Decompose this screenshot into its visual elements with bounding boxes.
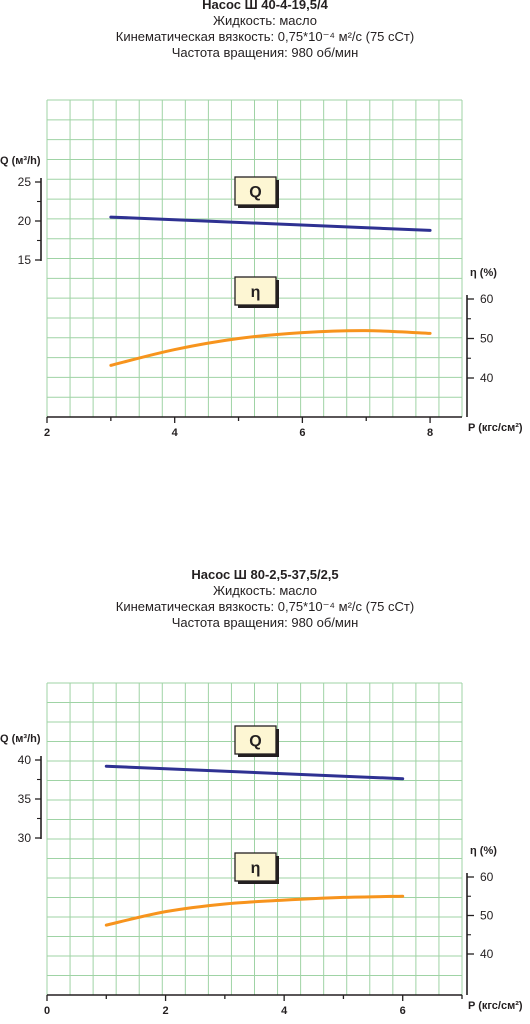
chart-2-legend-q-shadow — [276, 729, 279, 757]
chart-1-x-tick-label: 8 — [427, 427, 433, 439]
chart-1-viscosity: Кинематическая вязкость: 0,75*10⁻⁴ м²/с … — [115, 29, 415, 44]
chart-2-left-tick-label: 30 — [18, 831, 32, 845]
chart-1-left-tick-label: 15 — [18, 253, 32, 267]
chart-2-fluid: Жидкость: масло — [213, 583, 317, 598]
chart-1-left-tick-label: 20 — [18, 214, 32, 228]
chart-1-legend-q-label: Q — [249, 184, 261, 201]
chart-1-titles: Насос Ш 40-4-19,5/4 Жидкость: масло Кине… — [0, 0, 530, 61]
chart-1-svg: 2 4 6 8 P (кгс/см²) 15 20 25 Q (м³/h) 40 50 60 η (%)… — [0, 99, 523, 439]
chart-1-right-tick-label: 50 — [480, 332, 494, 346]
chart-2-x-tick-label: 6 — [400, 1005, 406, 1017]
chart-2-left-tick-label: 40 — [18, 753, 32, 767]
chart-1-legend-eta-shadow — [276, 280, 279, 308]
chart-2-legend-q-label: Q — [249, 733, 261, 750]
chart-2-legend-eta-label: η — [251, 860, 261, 877]
chart-2-right-axis-label: η (%) — [470, 845, 497, 857]
chart-1-left-axis-label: Q (м³/h) — [0, 155, 41, 167]
chart-2-speed: Частота вращения: 980 об/мин — [171, 615, 359, 630]
chart-2-titles: Насос Ш 80-2,5-37,5/2,5 Жидкость: масло … — [0, 567, 530, 631]
chart-1-legend-eta-label: η — [251, 284, 261, 301]
chart-1-right-tick-label: 40 — [480, 371, 494, 385]
chart-2-left-axis-label: Q (м³/h) — [0, 733, 41, 745]
chart-1-left-tick-label: 25 — [18, 175, 32, 189]
chart-1-legend-q-box — [234, 176, 277, 206]
chart-1-legend-eta-shadow-bottom — [238, 305, 279, 308]
chart-2-right-tick-label: 40 — [480, 947, 494, 961]
chart-1-speed: Частота вращения: 980 об/мин — [171, 45, 359, 60]
chart-2-x-tick-label: 0 — [44, 1005, 50, 1017]
chart-2-viscosity: Кинематическая вязкость: 0,75*10⁻⁴ м²/с … — [115, 599, 415, 614]
chart-2-series-eta-line — [104, 894, 405, 927]
chart-1-right-tick-label: 60 — [480, 292, 494, 306]
chart-1-legend-q-shadow — [276, 180, 279, 208]
chart-1-series-q-line — [109, 215, 432, 232]
chart-1-series-eta-line — [109, 329, 432, 367]
chart-2-legend-eta-box — [234, 852, 277, 882]
chart-2-x-tick-label: 2 — [163, 1005, 169, 1017]
chart-1-legend-q-shadow-bottom — [238, 205, 279, 208]
chart-1-x-tick-label: 6 — [299, 427, 305, 439]
chart-2-series-q-line — [104, 764, 405, 781]
chart-2-right-tick-label: 60 — [480, 870, 494, 884]
chart-2-x-tick-label: 4 — [281, 1005, 288, 1017]
chart-1-x-tick-label: 4 — [172, 427, 179, 439]
chart-2-legend-eta-shadow-bottom — [238, 881, 279, 884]
chart-2-x-axis-label: P (кгс/см²) — [468, 1000, 523, 1012]
chart-2-right-tick-label: 50 — [480, 909, 494, 923]
chart-2-title: Насос Ш 80-2,5-37,5/2,5 — [191, 567, 339, 582]
chart-1-x-tick-label: 2 — [44, 427, 50, 439]
chart-1-title: Насос Ш 40-4-19,5/4 — [202, 0, 328, 12]
chart-1-x-axis-label: P (кгс/см²) — [468, 422, 523, 434]
chart-2-left-tick-label: 35 — [18, 792, 32, 806]
chart-1-fluid: Жидкость: масло — [213, 13, 317, 28]
chart-1-right-axis-label: η (%) — [470, 267, 497, 279]
chart-2-legend-eta-shadow — [276, 856, 279, 884]
chart-2-legend-q-shadow-bottom — [238, 754, 279, 757]
